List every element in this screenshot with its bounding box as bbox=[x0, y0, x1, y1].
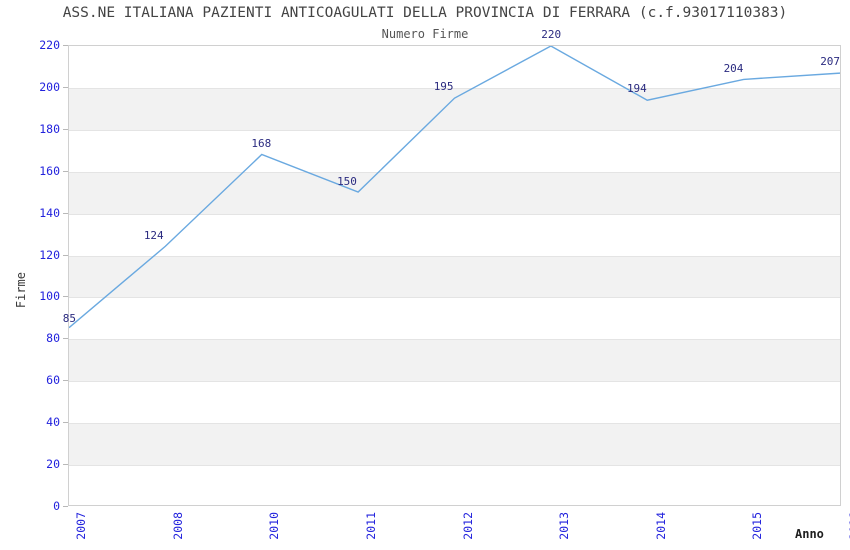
y-tick-mark bbox=[63, 380, 68, 381]
band bbox=[69, 339, 840, 382]
band bbox=[69, 255, 840, 298]
y-tick-label: 200 bbox=[39, 79, 60, 94]
y-tick-mark bbox=[63, 422, 68, 423]
band bbox=[69, 423, 840, 466]
y-tick-label: 160 bbox=[39, 163, 60, 178]
point-value-label: 204 bbox=[723, 61, 744, 75]
point-value-label: 168 bbox=[251, 136, 272, 150]
y-tick-label: 100 bbox=[39, 289, 60, 304]
x-tick-label: 2012 bbox=[460, 512, 475, 540]
y-tick-mark bbox=[63, 464, 68, 465]
x-axis-title: Anno bbox=[795, 527, 824, 541]
y-tick-mark bbox=[63, 171, 68, 172]
gridline bbox=[69, 297, 840, 298]
point-value-label: 124 bbox=[143, 229, 164, 243]
chart-subtitle: Numero Firme bbox=[381, 27, 469, 41]
gridline bbox=[69, 381, 840, 382]
y-tick-label: 80 bbox=[46, 331, 60, 346]
x-tick-label: 2010 bbox=[267, 512, 282, 540]
gridline bbox=[69, 256, 840, 257]
y-tick-label: 20 bbox=[46, 457, 60, 472]
point-value-label: 207 bbox=[820, 55, 841, 69]
y-tick-label: 40 bbox=[46, 415, 60, 430]
y-tick-label: 60 bbox=[46, 373, 60, 388]
band bbox=[69, 87, 840, 130]
gridline bbox=[69, 88, 840, 89]
x-tick-label: 2013 bbox=[557, 512, 572, 540]
point-value-label: 194 bbox=[626, 82, 647, 96]
x-tick-label: 2008 bbox=[170, 512, 185, 540]
band bbox=[69, 171, 840, 214]
point-value-label: 195 bbox=[433, 80, 454, 94]
gridline bbox=[69, 172, 840, 173]
x-tick-label: 2007 bbox=[74, 512, 88, 540]
point-value-label: 85 bbox=[62, 311, 77, 325]
y-tick-mark bbox=[63, 338, 68, 339]
gridline bbox=[69, 214, 840, 215]
y-axis-title: Firme bbox=[14, 272, 28, 309]
y-tick-label: 180 bbox=[39, 121, 60, 136]
x-tick-label: 2014 bbox=[653, 512, 668, 540]
gridline bbox=[69, 130, 840, 131]
y-tick-label: 0 bbox=[53, 499, 60, 513]
line-series bbox=[69, 46, 840, 505]
gridline bbox=[69, 465, 840, 466]
gridline bbox=[69, 423, 840, 424]
y-tick-label: 140 bbox=[39, 205, 60, 220]
point-value-label: 150 bbox=[337, 174, 357, 188]
y-tick-mark bbox=[63, 87, 68, 88]
gridline bbox=[69, 339, 840, 340]
x-tick-label: 2015 bbox=[750, 512, 765, 540]
y-tick-label: 120 bbox=[39, 247, 60, 262]
y-tick-mark bbox=[63, 296, 68, 297]
x-tick-label: 2011 bbox=[363, 512, 378, 540]
y-tick-mark bbox=[63, 506, 68, 507]
y-tick-mark bbox=[63, 255, 68, 256]
y-tick-mark bbox=[63, 213, 68, 214]
y-tick-label: 220 bbox=[39, 38, 60, 52]
chart-title: ASS.NE ITALIANA PAZIENTI ANTICOAGULATI D… bbox=[62, 5, 788, 21]
plot-area bbox=[68, 45, 841, 506]
y-tick-mark bbox=[63, 45, 68, 46]
y-tick-mark bbox=[63, 129, 68, 130]
point-value-label: 220 bbox=[541, 28, 562, 41]
